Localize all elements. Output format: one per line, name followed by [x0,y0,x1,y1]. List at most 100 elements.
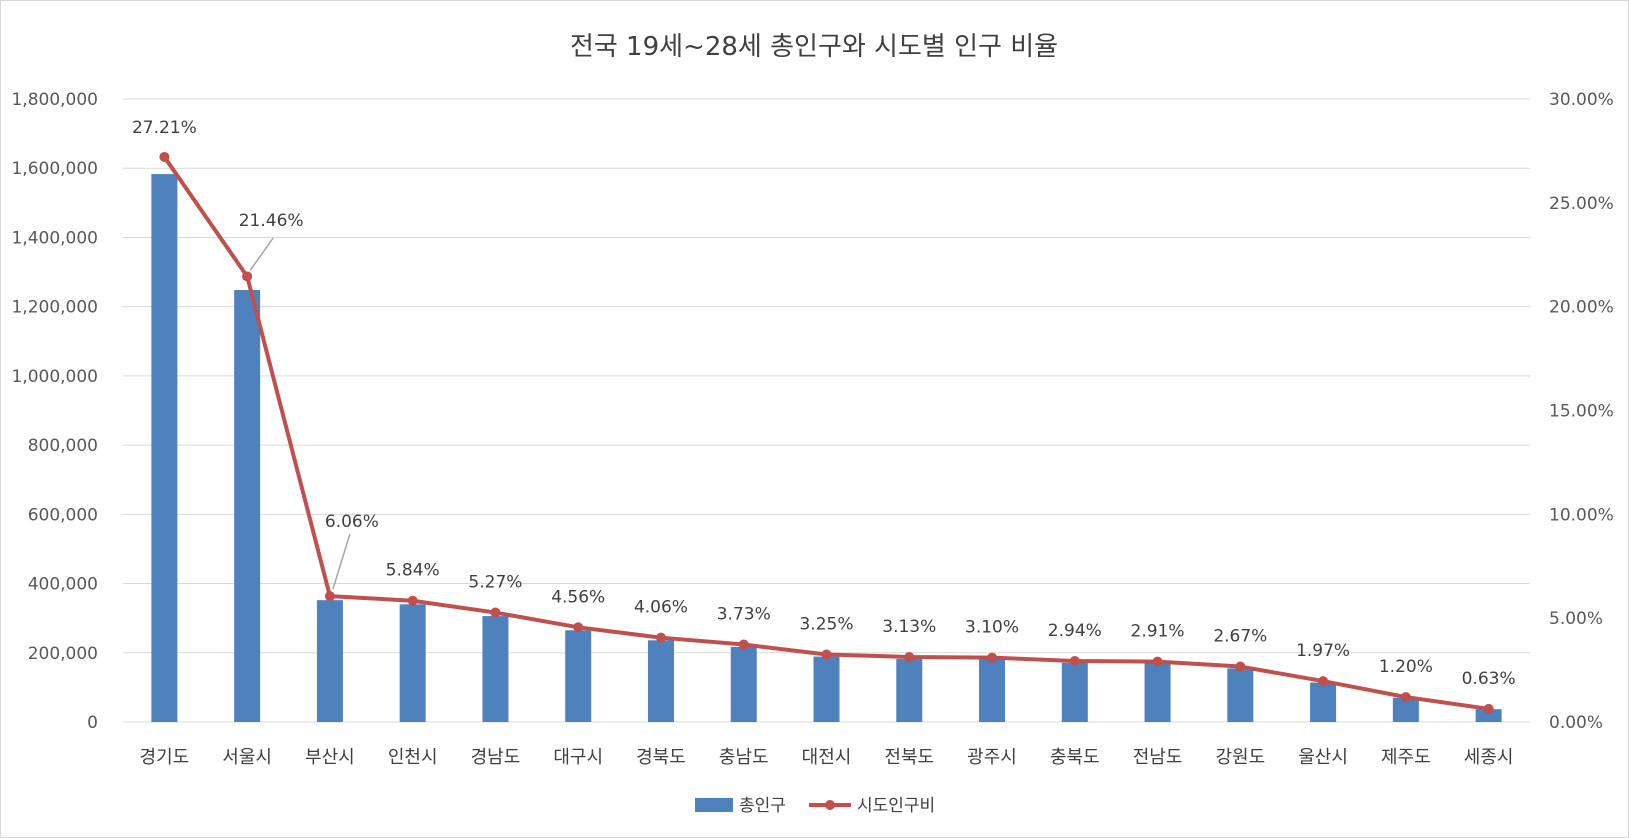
category-label: 대전시 [802,747,852,768]
left-axis-ticks: 0 200,000 400,000 600,000 800,000 1,000,000 1,… [11,90,98,733]
data-label: 5.27% [468,573,522,593]
data-label: 4.06% [634,598,688,618]
line-point [573,622,584,633]
category-label: 전남도 [1133,747,1183,768]
category-label: 제주도 [1381,747,1431,768]
right-tick-label: 20.00% [1549,298,1614,318]
category-label: 서울시 [222,747,272,768]
category-label: 대구시 [553,747,603,768]
left-tick-label: 400,000 [28,575,98,595]
legend-bar-swatch [695,798,733,812]
bar [316,600,343,722]
bar [482,616,509,722]
right-tick-label: 25.00% [1549,194,1614,214]
data-label: 3.73% [717,605,771,625]
bar [647,640,674,722]
legend: 총인구 시도인구비 [695,796,935,816]
bar [1061,662,1088,722]
bar [896,659,923,722]
category-label: 전북도 [884,747,934,768]
legend-line-label: 시도인구비 [857,796,935,816]
data-label: 3.10% [965,618,1019,638]
chart-title: 전국 19세~28세 총인구와 시도별 인구 비율 [570,32,1058,62]
bar [1310,682,1337,722]
bar [813,656,840,722]
bar [565,630,592,722]
category-label: 세종시 [1464,747,1514,768]
line-point [1318,676,1329,687]
leader-line [332,533,351,590]
data-label: 2.91% [1131,622,1185,642]
legend-bar-label: 총인구 [739,796,786,816]
line-point [904,652,915,663]
right-axis-ticks: 0.00% 5.00% 10.00% 15.00% 20.00% 25.00% 30.00% [1549,90,1614,733]
line-point [1235,661,1246,672]
line-point [242,271,253,282]
left-tick-label: 1,000,000 [11,367,98,387]
data-labels: 27.21% 21.46% 6.06% 5.84% 5.27% 4.56% 4.06% 3.7… [132,118,1516,689]
category-labels: 경기도 서울시 부산시 인천시 경남도 대구시 경북도 충남도 대전시 전북도 광주시 충북도 전남도 강… [140,747,1514,768]
data-label: 1.20% [1379,657,1433,677]
right-tick-label: 5.00% [1549,609,1603,629]
line-point [490,607,501,618]
category-label: 강원도 [1215,747,1265,768]
data-label: 21.46% [239,211,304,231]
left-tick-label: 0 [87,713,98,733]
line-point [1069,655,1080,666]
left-tick-label: 1,200,000 [11,298,98,318]
data-label: 2.67% [1213,627,1267,647]
category-label: 부산시 [305,747,355,768]
legend-line-marker [825,800,835,810]
right-tick-label: 0.00% [1549,713,1603,733]
data-label: 1.97% [1296,641,1350,661]
category-label: 광주시 [967,747,1017,768]
bar [979,659,1006,722]
left-tick-label: 1,800,000 [11,90,98,110]
bar [151,174,178,723]
category-label: 경기도 [140,747,190,768]
category-label: 울산시 [1298,747,1348,768]
gridlines [123,98,1530,723]
data-label: 4.56% [551,587,605,607]
bar [1144,663,1171,722]
line-point [738,639,749,650]
category-label: 경남도 [471,747,521,768]
data-label: 2.94% [1048,621,1102,641]
data-label: 0.63% [1462,669,1516,689]
category-label: 인천시 [388,747,438,768]
line-point [1483,703,1494,714]
line-point [1400,692,1411,703]
line-point [1152,656,1163,667]
line-series [159,151,1494,714]
right-tick-label: 15.00% [1549,402,1614,422]
line-point [324,591,335,602]
data-label: 3.25% [799,615,853,635]
right-tick-label: 10.00% [1549,505,1614,525]
left-tick-label: 1,400,000 [11,228,98,248]
line-point [821,649,832,660]
line-point [987,652,998,663]
line-point [159,151,170,162]
category-label: 충북도 [1050,747,1100,768]
bar-series [151,174,1502,723]
data-label: 3.13% [882,617,936,637]
line-point [655,632,666,643]
left-tick-label: 800,000 [28,436,98,456]
bar [1475,709,1502,722]
bar [234,290,261,722]
bar [730,646,757,722]
category-label: 경북도 [636,747,686,768]
category-label: 충남도 [719,747,769,768]
bar [1227,668,1254,722]
data-label: 6.06% [325,512,379,532]
leader-line [249,237,274,271]
bar [399,604,426,722]
line-point [407,595,418,606]
right-tick-label: 30.00% [1549,90,1614,110]
data-label: 5.84% [386,561,440,581]
left-tick-label: 200,000 [28,644,98,664]
left-tick-label: 1,600,000 [11,159,98,179]
left-tick-label: 600,000 [28,505,98,525]
data-label: 27.21% [132,118,197,138]
